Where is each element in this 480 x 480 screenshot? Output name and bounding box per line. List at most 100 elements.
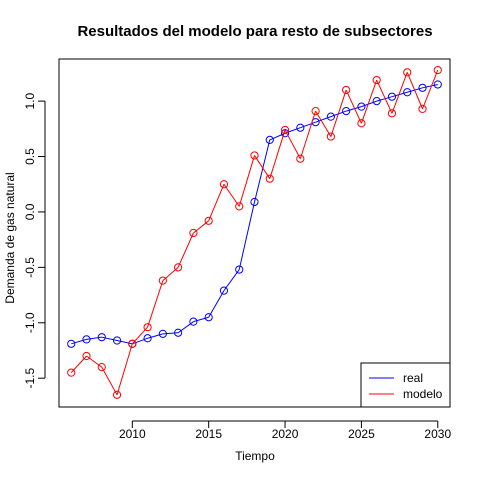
series-modelo-point: [280, 125, 290, 135]
legend-label-real: real: [403, 371, 423, 385]
series-modelo-segment: [254, 155, 271, 179]
series-real-point: [433, 80, 442, 89]
series-real-point: [265, 135, 274, 145]
series-real-segment: [422, 84, 438, 89]
series-real-segment: [86, 336, 102, 340]
series-modelo-point: [311, 106, 320, 116]
series-real-point: [280, 129, 290, 138]
series-modelo: [67, 65, 442, 399]
series-modelo-point: [403, 68, 412, 77]
series-modelo-segment: [193, 220, 209, 234]
series-real-segment: [238, 201, 255, 270]
series-modelo-segment: [101, 366, 118, 396]
series-modelo-segment: [162, 266, 179, 282]
series-modelo-segment: [360, 79, 378, 124]
series-real-segment: [361, 100, 377, 108]
series-modelo-point: [67, 368, 76, 377]
plot-frame: [58, 58, 451, 408]
series-modelo-segment: [86, 355, 103, 368]
series-real-point: [204, 313, 213, 322]
plot-area: [67, 65, 442, 399]
series-real-segment: [132, 337, 148, 345]
series-modelo-segment: [406, 72, 423, 110]
series-real-segment: [254, 139, 271, 203]
series-modelo-segment: [376, 79, 393, 114]
y-tick-label: -1.5: [23, 368, 37, 389]
series-real-segment: [391, 91, 408, 98]
x-axis-label: Tiempo: [235, 449, 275, 463]
y-tick-label: 0.5: [23, 148, 37, 165]
series-real-point: [326, 112, 335, 121]
series-real-segment: [376, 96, 393, 102]
series-modelo-point: [296, 154, 305, 163]
series-real-segment: [315, 116, 332, 123]
chart-title: Resultados del modelo para resto de subs…: [77, 23, 432, 40]
series-modelo-point: [372, 75, 381, 85]
series-real-point: [235, 265, 244, 274]
series-modelo-point: [342, 85, 351, 95]
series-real-point: [143, 334, 152, 343]
series-modelo-segment: [208, 184, 225, 222]
series-real-point: [296, 123, 305, 132]
series-modelo-segment: [269, 129, 286, 179]
series-real-segment: [162, 332, 179, 335]
series-modelo-point: [265, 174, 274, 183]
series-modelo-point: [387, 109, 397, 118]
series-real-point: [372, 97, 381, 106]
series-modelo-point: [326, 132, 335, 141]
series-real-point: [219, 286, 229, 295]
series-modelo-point: [128, 339, 137, 348]
series-real-segment: [269, 132, 286, 141]
series-real-point: [112, 336, 122, 345]
series-real-segment: [101, 336, 118, 341]
series-real-point: [158, 329, 167, 338]
series-modelo-segment: [299, 110, 317, 159]
series-real-point: [174, 328, 183, 337]
series-modelo-point: [112, 390, 122, 399]
series-real-segment: [208, 290, 225, 318]
series-real: [67, 80, 442, 348]
y-tick-label: 1.0: [23, 92, 37, 109]
series-modelo-point: [235, 202, 244, 211]
series-real-segment: [223, 269, 240, 291]
x-tick-label: 2010: [119, 427, 146, 441]
legend-box: [360, 362, 451, 408]
series-real-segment: [346, 106, 362, 112]
series-modelo-segment: [345, 89, 362, 124]
series-modelo-point: [418, 104, 427, 113]
series-real-segment: [116, 340, 133, 345]
x-tick-label: 2020: [272, 427, 299, 441]
series-modelo-point: [357, 119, 366, 128]
y-tick-label: -0.5: [23, 257, 37, 278]
axes: 2010 2015 2020 2025 2030 -1.5 -1.0 -0.5 0.0 0.5 1.…: [23, 58, 451, 441]
series-modelo-segment: [315, 110, 332, 137]
series-modelo-point: [174, 263, 183, 272]
series-real-point: [67, 339, 76, 348]
series-modelo-segment: [422, 69, 439, 110]
x-tick-label: 2015: [195, 427, 222, 441]
series-modelo-segment: [330, 89, 347, 137]
series-modelo-point: [97, 363, 106, 372]
series-modelo-segment: [147, 280, 164, 328]
x-tick-label: 2025: [348, 427, 375, 441]
series-real-point: [250, 197, 259, 207]
series-modelo-segment: [391, 72, 408, 114]
series-real-segment: [71, 338, 87, 345]
series-real-segment: [177, 321, 194, 334]
series-modelo-point: [219, 180, 229, 189]
series-modelo-segment: [238, 155, 255, 207]
series-real-point: [342, 106, 351, 116]
series-modelo-point: [158, 276, 167, 285]
legend-label-modelo: modelo: [403, 387, 443, 401]
series-modelo-point: [189, 228, 198, 238]
x-tick-label: 2030: [424, 427, 451, 441]
legend: real modelo: [360, 362, 451, 408]
series-modelo-point: [143, 323, 152, 332]
series-modelo-point: [250, 151, 259, 160]
y-tick-label: -1.0: [23, 312, 37, 333]
series-real-point: [403, 88, 412, 97]
series-modelo-segment: [116, 343, 133, 395]
series-modelo-segment: [284, 129, 301, 159]
series-real-segment: [193, 316, 209, 323]
